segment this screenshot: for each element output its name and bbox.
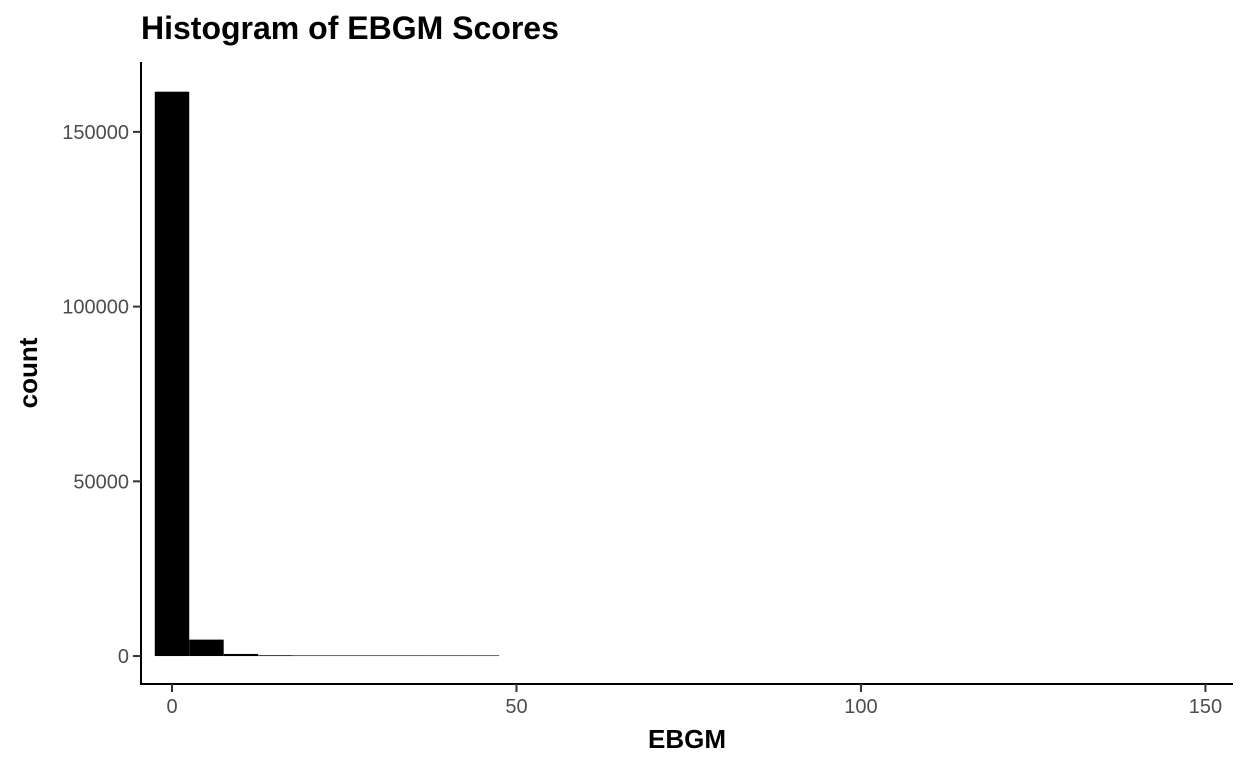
x-tick-label: 50: [505, 696, 527, 718]
x-tick-label: 150: [1189, 696, 1222, 718]
y-tick-label: 50000: [73, 471, 129, 493]
y-ticks-layer: 0 50000 100000 150000: [62, 122, 141, 668]
histogram-bar: [154, 91, 190, 657]
histogram-bar: [189, 639, 224, 657]
chart-title: Histogram of EBGM Scores: [141, 10, 559, 46]
histogram-bar: [258, 655, 293, 657]
histogram-bar: [223, 653, 259, 657]
histogram-bar: [292, 655, 328, 657]
x-tick-label: 0: [166, 696, 177, 718]
y-tick-label: 0: [118, 646, 129, 668]
histogram-bar: [464, 655, 500, 657]
y-axis-title: count: [13, 337, 43, 408]
x-ticks-layer: 0 50 100 150: [166, 684, 1222, 718]
bars-layer: [154, 91, 500, 657]
histogram-bar: [361, 655, 396, 657]
y-tick-label: 100000: [62, 297, 129, 319]
histogram-bar: [430, 655, 465, 657]
histogram-bar: [395, 655, 431, 657]
x-axis-title: EBGM: [648, 724, 726, 754]
histogram-bar: [327, 655, 362, 657]
y-tick-label: 150000: [62, 122, 129, 144]
x-tick-label: 100: [844, 696, 877, 718]
